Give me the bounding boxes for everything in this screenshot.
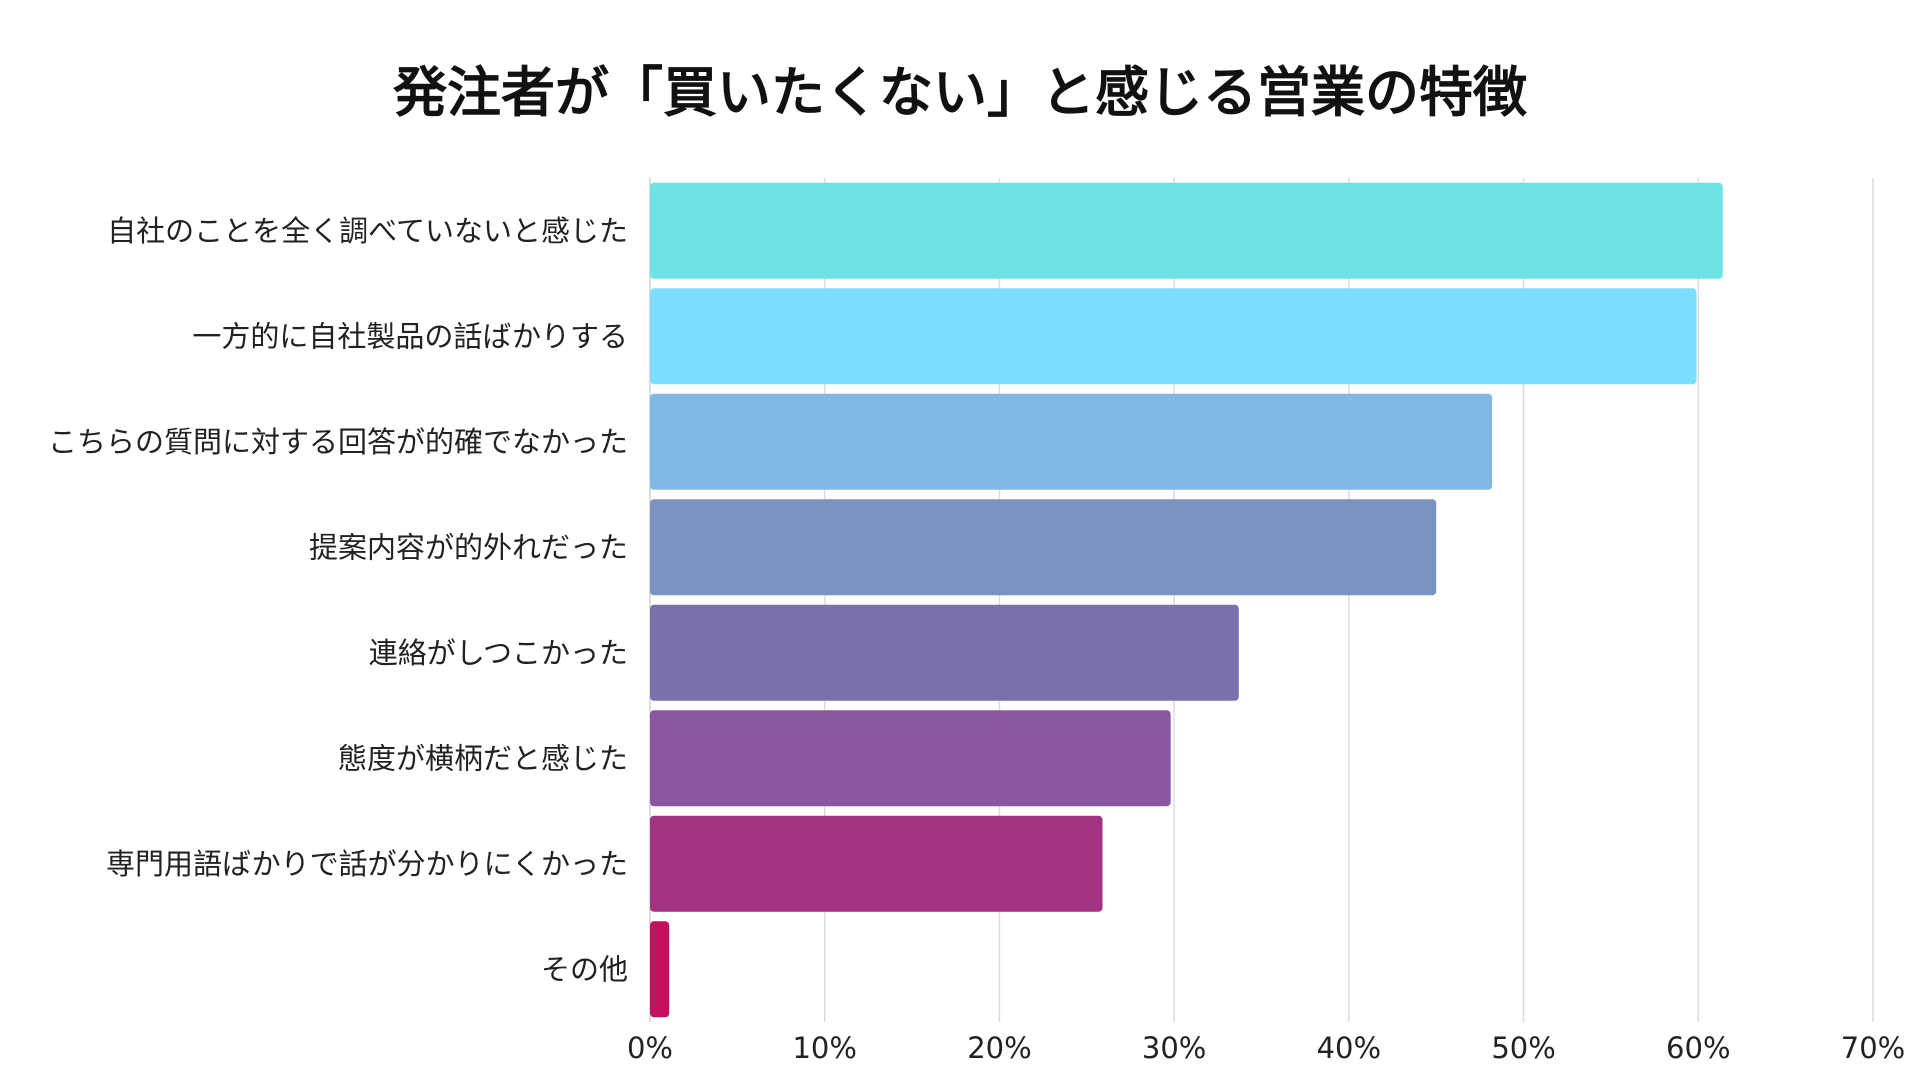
- x-tick-label: 40%: [1317, 1031, 1381, 1065]
- category-label: その他: [541, 952, 628, 986]
- bar: [650, 393, 1493, 490]
- bar: [650, 182, 1723, 279]
- category-label: 自社のことを全く調べていないと感じた: [107, 214, 628, 248]
- bar: [650, 604, 1239, 701]
- x-tick-label: 50%: [1491, 1031, 1555, 1065]
- bar: [650, 288, 1697, 385]
- chart-title: 発注者が「買いたくない」と感じる営業の特徴: [393, 61, 1527, 124]
- bar: [650, 815, 1103, 912]
- category-labels: 自社のことを全く調べていないと感じた一方的に自社製品の話ばかりするこちらの質問に…: [48, 214, 628, 987]
- x-tick-label: 0%: [627, 1031, 673, 1065]
- category-label: 一方的に自社製品の話ばかりする: [192, 319, 628, 353]
- x-tick-label: 10%: [792, 1031, 856, 1065]
- x-tick-label: 70%: [1841, 1031, 1905, 1065]
- bar: [650, 499, 1437, 596]
- category-label: 専門用語ばかりで話が分かりにくかった: [106, 847, 628, 881]
- bars: [650, 182, 1723, 1018]
- category-label: 態度が横柄だと感じた: [338, 741, 628, 775]
- x-tick-label: 30%: [1142, 1031, 1206, 1065]
- bar: [650, 710, 1171, 807]
- category-label: 連絡がしつこかった: [369, 636, 628, 670]
- x-tick-label: 20%: [967, 1031, 1031, 1065]
- category-label: こちらの質問に対する回答が的確でなかった: [48, 425, 628, 459]
- bar: [650, 921, 670, 1018]
- x-tick-label: 60%: [1666, 1031, 1730, 1065]
- x-tick-labels: 0% 10% 20% 30% 40% 50% 60% 70%: [627, 1031, 1905, 1065]
- category-label: 提案内容が的外れだった: [309, 530, 628, 564]
